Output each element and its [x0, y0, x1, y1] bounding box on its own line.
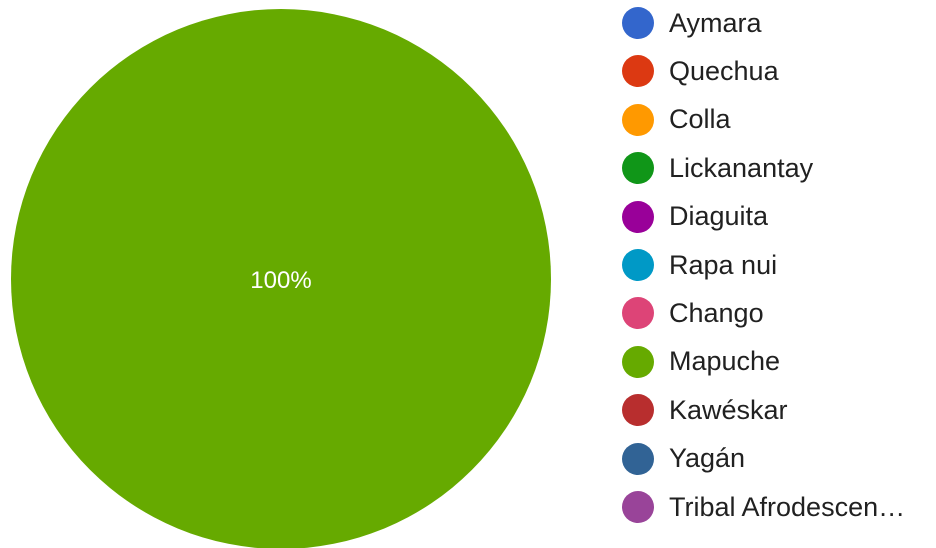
- legend-swatch-icon: [622, 442, 654, 475]
- legend-label: Tribal Afrodescen…: [669, 491, 906, 522]
- legend-swatch-icon: [622, 491, 654, 523]
- legend-item-yagan[interactable]: Yagán: [622, 439, 745, 479]
- legend-swatch-icon: [622, 7, 654, 39]
- legend-swatch-icon: [622, 345, 654, 378]
- legend-label: Quechua: [669, 55, 779, 86]
- legend-label: Mapuche: [669, 346, 781, 377]
- legend-item-colla[interactable]: Colla: [622, 100, 731, 140]
- legend-label: Kawéskar: [669, 394, 788, 425]
- legend-swatch-icon: [622, 249, 654, 281]
- legend-swatch-icon: [622, 200, 654, 233]
- legend-label: Rapa nui: [669, 249, 778, 280]
- legend-swatch-icon: [622, 152, 654, 185]
- legend-item-quechua[interactable]: Quechua: [622, 51, 779, 91]
- legend-label: Chango: [669, 297, 764, 328]
- legend-item-diaguita[interactable]: Diaguita: [622, 197, 768, 237]
- pie-chart-svg: 100%: [11, 9, 551, 548]
- legend-swatch-icon: [622, 103, 654, 136]
- legend-item-aymara[interactable]: Aymara: [622, 3, 762, 43]
- legend-swatch-icon: [622, 297, 654, 330]
- legend-item-tribal-afrodescen[interactable]: Tribal Afrodescen…: [622, 487, 905, 527]
- legend-item-lickanantay[interactable]: Lickanantay: [622, 148, 813, 188]
- legend-item-chango[interactable]: Chango: [622, 293, 764, 333]
- legend-item-mapuche[interactable]: Mapuche: [622, 342, 780, 382]
- legend-label: Colla: [669, 104, 731, 135]
- slice-data-label-mapuche: 100%: [250, 267, 311, 294]
- legend-label: Diaguita: [669, 201, 769, 232]
- pie-slice-mapuche[interactable]: [11, 9, 551, 548]
- pie-chart: 100%: [11, 9, 551, 548]
- legend-item-kaweskar[interactable]: Kawéskar: [622, 390, 788, 430]
- legend-label: Aymara: [669, 7, 762, 38]
- legend-label: Yagán: [669, 443, 746, 474]
- legend-swatch-icon: [622, 55, 654, 88]
- legend-item-rapa-nui[interactable]: Rapa nui: [622, 245, 777, 285]
- legend-label: Lickanantay: [669, 152, 814, 183]
- legend-swatch-icon: [622, 394, 654, 427]
